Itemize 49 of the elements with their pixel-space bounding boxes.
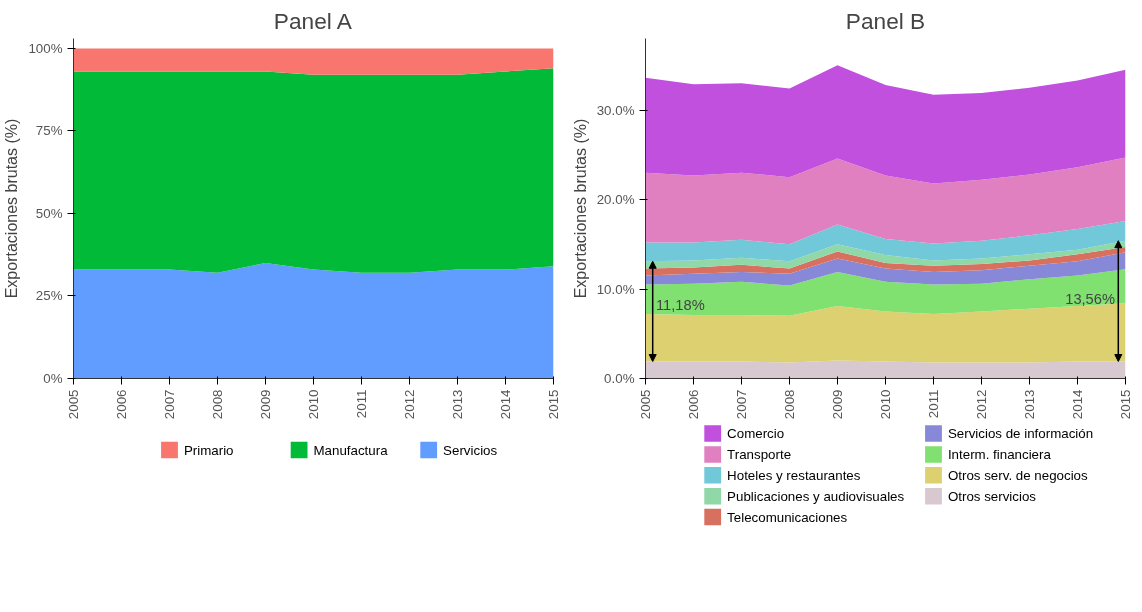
- y-tick-label: 50%: [35, 205, 63, 221]
- legend-label: Telecomunicaciones: [727, 509, 848, 525]
- legend-label: Manufactura: [313, 442, 389, 458]
- x-tick-label: 2010: [878, 389, 893, 420]
- x-tick-label: 2008: [782, 389, 797, 420]
- x-tick-label: 2008: [210, 389, 225, 420]
- annotation: 11,18%: [656, 297, 705, 314]
- x-tick-label: 2007: [734, 389, 749, 420]
- x-tick-label: 2009: [258, 389, 273, 420]
- legend-label: Interm. financiera: [947, 446, 1052, 462]
- x-tick-label: 2013: [450, 389, 465, 420]
- x-tick-label: 2009: [830, 389, 845, 420]
- y-tick-label: 75%: [35, 123, 63, 139]
- x-tick-label: 2007: [162, 389, 177, 420]
- legend-label: Comercio: [727, 426, 785, 441]
- y-tick-label: 25%: [35, 288, 63, 304]
- y-tick-label: 10.0%: [596, 281, 635, 297]
- legend-label: Primario: [183, 442, 234, 458]
- x-tick-label: 2006: [686, 389, 701, 420]
- y-tick-label: 20.0%: [596, 192, 635, 208]
- x-tick-label: 2014: [498, 388, 513, 420]
- x-tick-label: 2015: [546, 389, 561, 420]
- annotation: 13,56%: [1065, 290, 1115, 307]
- x-tick-label: 2005: [66, 389, 81, 420]
- x-tick-label: 2011: [926, 389, 941, 419]
- y-tick-label: 0%: [43, 371, 63, 386]
- x-tick-label: 2015: [1118, 389, 1133, 420]
- x-tick-label: 2012: [402, 389, 417, 420]
- y-tick-label: 30.0%: [596, 102, 635, 118]
- legend-label: Publicaciones y audiovisuales: [727, 488, 905, 504]
- x-tick-label: 2010: [306, 389, 321, 420]
- x-tick-label: 2014: [1070, 388, 1085, 420]
- x-tick-label: 2011: [354, 389, 369, 419]
- y-tick-label: 0.0%: [604, 371, 635, 386]
- y-tick-label: 100%: [28, 40, 63, 56]
- x-tick-label: 2013: [1022, 389, 1037, 420]
- legend-label: Otros serv. de negocios: [947, 467, 1088, 483]
- x-tick-label: 2006: [114, 389, 129, 420]
- legend-label: Servicios de información: [947, 426, 1094, 441]
- chart-title: Panel B: [845, 7, 926, 34]
- y-axis-title: Exportaciones brutas (%): [3, 118, 21, 299]
- legend-label: Hoteles y restaurantes: [727, 467, 861, 483]
- legend-label: Servicios: [443, 442, 498, 458]
- y-axis-title: Exportaciones brutas (%): [571, 118, 589, 299]
- legend-label: Otros servicios: [947, 488, 1037, 504]
- x-tick-label: 2012: [974, 389, 989, 420]
- chart-title: Panel A: [273, 7, 353, 34]
- legend-label: Transporte: [727, 446, 792, 462]
- x-tick-label: 2005: [638, 389, 653, 420]
